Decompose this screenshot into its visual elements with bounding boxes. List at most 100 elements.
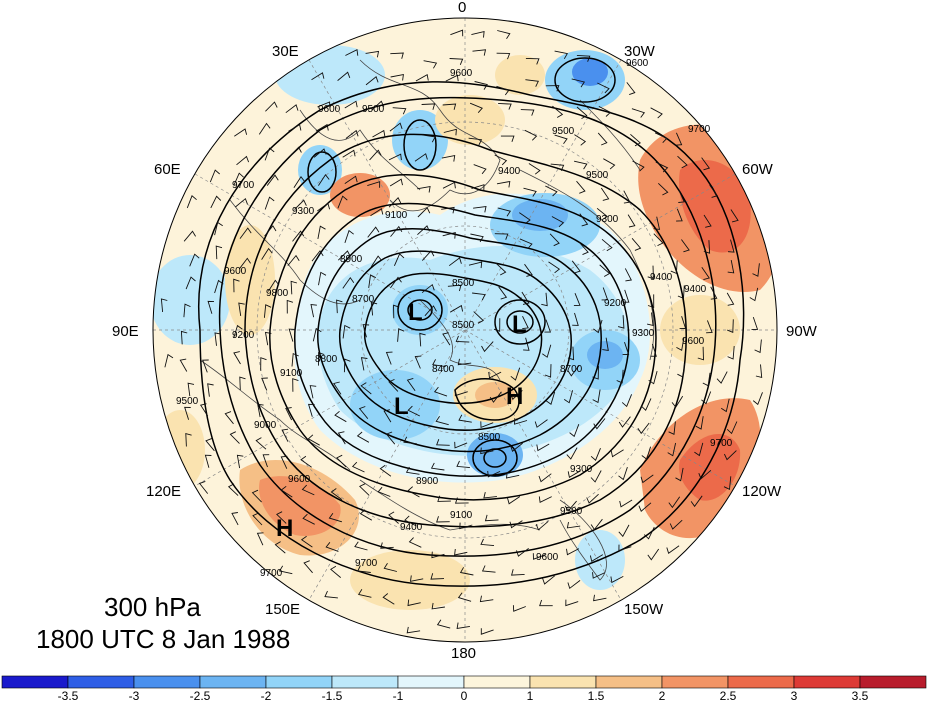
contour-label: 9500 — [560, 506, 583, 517]
wind-barb — [593, 319, 603, 334]
wind-barb — [701, 267, 710, 281]
wind-barb — [510, 367, 521, 381]
wind-barb — [701, 391, 712, 405]
wind-barb — [233, 351, 241, 365]
wind-barb — [567, 470, 581, 479]
wind-barb — [450, 29, 464, 37]
wind-barb — [676, 208, 683, 222]
wind-barb — [424, 305, 437, 317]
wind-barb — [433, 386, 448, 397]
wind-barb — [422, 134, 436, 143]
wind-barb — [520, 109, 535, 116]
wind-barb — [640, 474, 654, 484]
wind-barb — [302, 513, 315, 525]
wind-barb — [755, 364, 763, 378]
wind-barb — [473, 205, 487, 213]
lon-label-150w: 150W — [624, 601, 664, 618]
contour-label: 9700 — [355, 558, 378, 569]
wind-barb — [258, 122, 271, 135]
wind-barb — [393, 304, 400, 319]
wind-barb — [590, 448, 601, 461]
wind-barb — [481, 565, 496, 573]
wind-barb — [574, 160, 588, 170]
wind-barb — [344, 175, 358, 184]
wind-barb — [224, 411, 234, 425]
wind-barb — [720, 398, 730, 413]
wind-barb — [622, 289, 630, 303]
wind-barb — [576, 180, 586, 194]
wind-barb — [507, 496, 521, 505]
wind-barb — [675, 132, 683, 146]
contour-labels: 9600 9500 9700 9600 9500 9400 9700 9300 … — [176, 58, 733, 579]
wind-barb — [727, 260, 735, 274]
wind-barb — [405, 466, 420, 475]
wind-barb — [521, 291, 530, 305]
wind-barb — [362, 324, 370, 338]
wind-barb — [215, 245, 223, 260]
wind-barb — [648, 370, 658, 385]
wind-barb — [541, 292, 548, 307]
low-center-label: L — [408, 299, 423, 326]
wind-barb — [263, 304, 272, 318]
wind-barb — [280, 455, 288, 469]
contour-label: 9600 — [288, 474, 311, 485]
wind-barb — [525, 57, 540, 65]
wind-barb — [703, 214, 712, 228]
wind-barb — [703, 240, 711, 254]
wind-barb — [512, 605, 526, 612]
wind-barb — [285, 104, 299, 114]
colorbar-swatch — [595, 675, 663, 689]
wind-barb — [468, 137, 483, 146]
wind-barb — [337, 250, 351, 261]
wind-barb — [414, 153, 428, 162]
wind-barb — [709, 184, 719, 198]
wind-barb — [264, 225, 277, 237]
wind-barb — [409, 575, 424, 582]
wind-barb — [447, 284, 462, 292]
wind-barb — [264, 196, 275, 210]
wind-barb — [676, 337, 685, 351]
wind-barb — [599, 264, 611, 277]
wind-barb — [624, 268, 632, 282]
wind-barb — [445, 74, 459, 82]
wind-barb — [631, 238, 642, 251]
wind-barb — [576, 54, 591, 62]
wind-barb — [183, 230, 196, 242]
wind-barb — [317, 101, 331, 109]
wind-barb — [370, 301, 378, 316]
wind-barb — [550, 163, 565, 171]
wind-barb — [372, 129, 386, 138]
wind-barb — [554, 134, 568, 145]
wind-barb — [397, 328, 405, 342]
wind-barb — [647, 312, 654, 326]
colorbar-tick-label: -2.5 — [190, 689, 211, 702]
wind-barb — [264, 331, 272, 346]
contour-label: 9500 — [362, 104, 385, 115]
wind-barb — [666, 545, 680, 555]
wind-barb — [471, 184, 485, 191]
wind-barb — [367, 181, 381, 188]
lon-label-60w: 60W — [742, 161, 774, 178]
wind-barb — [337, 71, 351, 81]
wind-barb — [430, 462, 445, 471]
wind-barb — [458, 414, 472, 423]
wind-barb — [596, 207, 608, 221]
contour-label: 9200 — [232, 330, 255, 341]
wind-barb — [185, 433, 192, 447]
wind-barb — [370, 207, 384, 217]
wind-barb — [754, 339, 762, 354]
wind-barb — [214, 332, 221, 346]
lon-label-30w: 30W — [624, 43, 656, 60]
wind-barb — [336, 299, 343, 314]
wind-barb — [563, 390, 574, 404]
wind-barb — [210, 195, 222, 209]
contour-label: 9600 — [626, 58, 649, 69]
wind-barb — [164, 353, 174, 368]
wind-barb — [262, 454, 270, 468]
wind-barb — [668, 421, 676, 435]
wind-barb — [603, 158, 616, 170]
wind-barb — [640, 398, 652, 411]
contour-label: 9600 — [224, 266, 247, 277]
wind-barb — [638, 502, 652, 512]
wind-barb — [497, 207, 512, 217]
